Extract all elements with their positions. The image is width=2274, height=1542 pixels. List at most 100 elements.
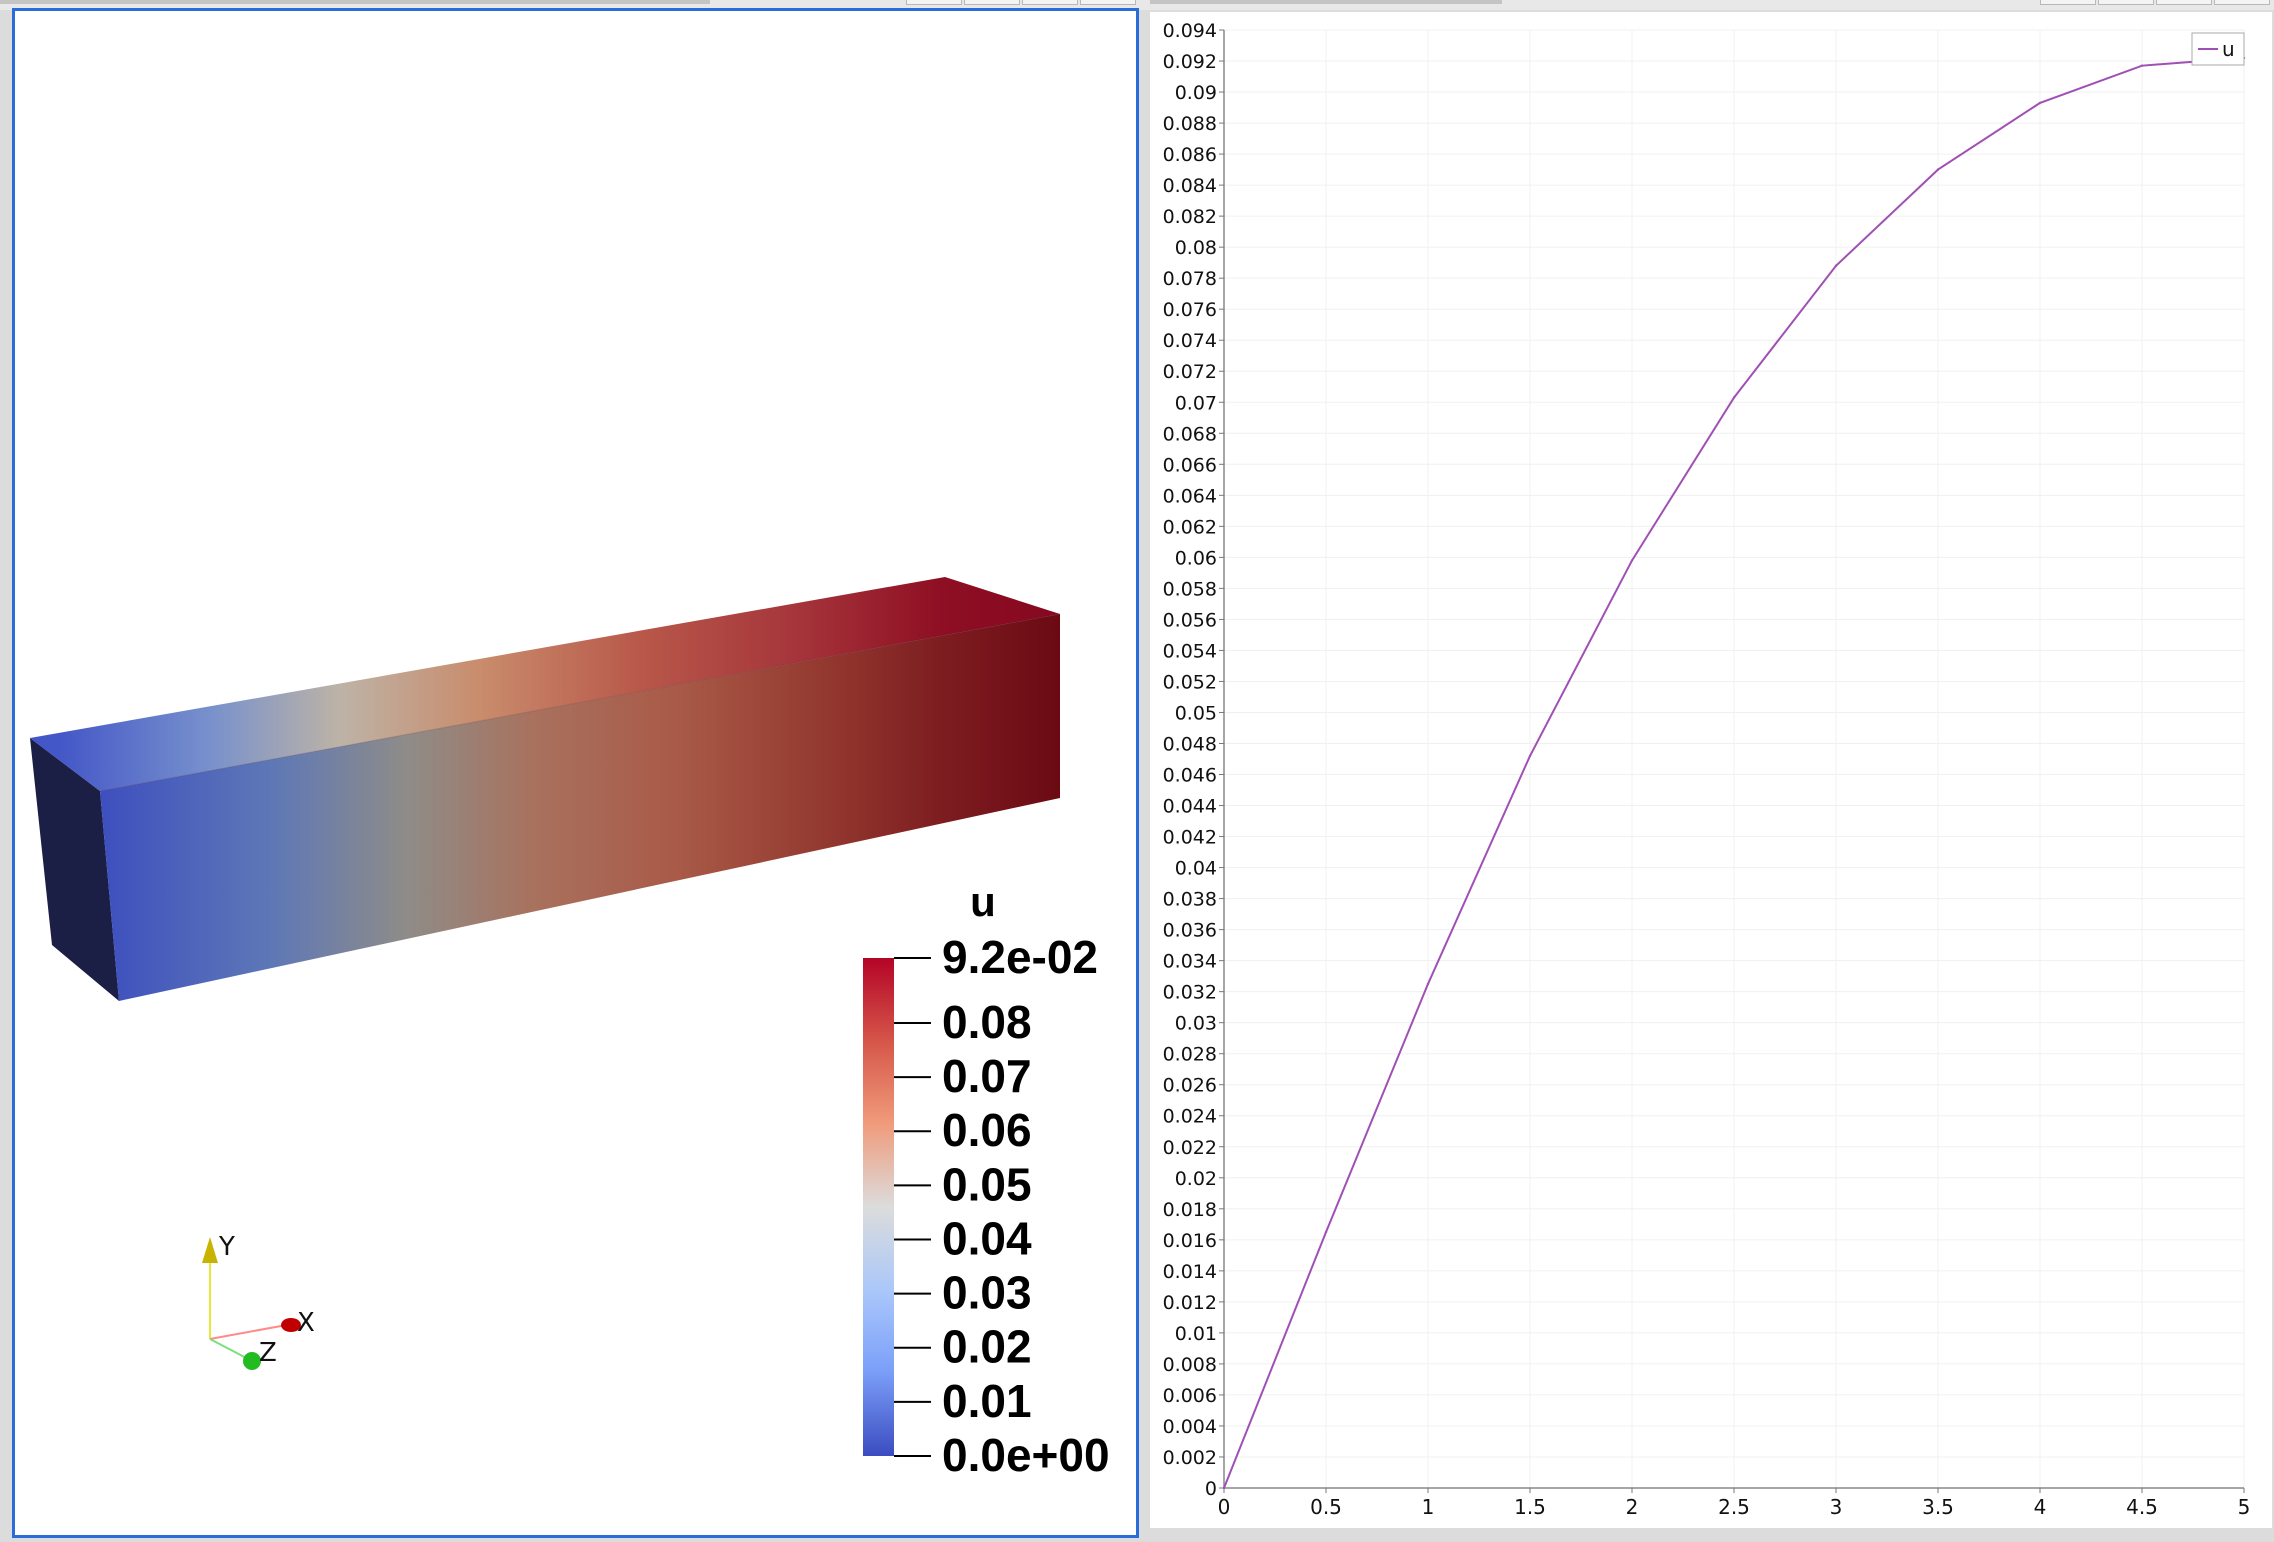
colorbar-tick-label: 0.02 [942, 1321, 1032, 1373]
data-point [1732, 396, 1736, 399]
maximize-view-button-2[interactable] [2156, 0, 2212, 5]
line-chart-canvas[interactable]: 0 0.002 0.004 0.006 0.008 0.01 0.012 0.014 0.016… [1150, 12, 2272, 1528]
y-tick-label: 0.088 [1163, 113, 1217, 135]
y-axis-ticks: 0 0.002 0.004 0.006 0.008 0.01 0.012 0.014 0.016… [1163, 20, 1224, 1500]
x-tick-label: 2.5 [1718, 1495, 1750, 1519]
y-tick-label: 0.042 [1163, 827, 1217, 849]
x-axis-ticks: 0 0.5 1 1.5 2 2.5 3 3.5 4 4.5 5 [1218, 1488, 2251, 1519]
y-tick-label: 0.034 [1163, 951, 1217, 973]
data-point [1630, 559, 1634, 562]
top-toolbar-strip [0, 0, 2274, 10]
close-view-button[interactable] [1080, 0, 1136, 5]
y-tick-label: 0.09 [1175, 82, 1217, 104]
axis-label-y: Y [218, 1232, 235, 1262]
y-tick-label: 0.016 [1163, 1230, 1217, 1252]
y-tick-label: 0 [1205, 1478, 1217, 1500]
y-tick-label: 0.082 [1163, 206, 1217, 228]
data-point [1528, 754, 1532, 758]
y-tick-label: 0.078 [1163, 268, 1217, 290]
y-tick-label: 0.032 [1163, 982, 1217, 1004]
y-tick-label: 0.024 [1163, 1106, 1217, 1128]
data-point [1936, 168, 1940, 171]
view-tab-strip-right [1150, 0, 1502, 4]
y-tick-label: 0.014 [1163, 1261, 1217, 1283]
y-tick-label: 0.058 [1163, 578, 1217, 600]
colorbar-tick-label: 0.05 [942, 1158, 1032, 1210]
split-horizontal-button-2[interactable] [2040, 0, 2096, 5]
data-point [2038, 101, 2042, 105]
y-tick-label: 0.012 [1163, 1292, 1217, 1314]
y-tick-label: 0.072 [1163, 361, 1217, 383]
y-tick-label: 0.064 [1163, 485, 1217, 507]
y-tick-label: 0.006 [1163, 1385, 1217, 1407]
y-tick-label: 0.022 [1163, 1137, 1217, 1159]
line-chart-view[interactable]: 0 0.002 0.004 0.006 0.008 0.01 0.012 0.014 0.016… [1150, 12, 2272, 1528]
chart-legend[interactable]: u [2191, 32, 2245, 66]
colorbar-tick-label: 0.07 [942, 1050, 1032, 1102]
y-tick-label: 0.068 [1163, 423, 1217, 445]
colorbar-tick-label: 0.03 [942, 1267, 1032, 1319]
data-point [1324, 1230, 1328, 1234]
y-tick-label: 0.08 [1175, 237, 1217, 259]
y-tick-label: 0.084 [1163, 175, 1217, 197]
colorbar-tick-label: 0.06 [942, 1104, 1032, 1156]
y-tick-label: 0.056 [1163, 609, 1217, 631]
orientation-axes: Y X Z [202, 1232, 315, 1370]
y-tick-label: 0.052 [1163, 671, 1217, 693]
view-tab-strip-left [0, 0, 710, 4]
y-tick-label: 0.092 [1163, 51, 1217, 73]
x-tick-label: 0.5 [1310, 1495, 1342, 1519]
maximize-view-button[interactable] [1022, 0, 1078, 5]
x-tick-label: 3.5 [1922, 1495, 1954, 1519]
colorbar-tick-label: 0.08 [942, 996, 1032, 1048]
data-point [2140, 64, 2144, 67]
y-tick-label: 0.05 [1175, 702, 1217, 724]
chart-grid [1223, 29, 2245, 1489]
x-tick-label: 5 [2238, 1495, 2251, 1519]
y-tick-label: 0.01 [1175, 1323, 1217, 1345]
colorbar-tick-label: 0.01 [942, 1375, 1032, 1427]
y-tick-label: 0.03 [1175, 1013, 1217, 1035]
x-tick-label: 1 [1422, 1495, 1435, 1519]
x-tick-label: 2 [1626, 1495, 1639, 1519]
y-tick-label: 0.002 [1163, 1447, 1217, 1469]
colorbar-tick-label: 0.0e+00 [942, 1429, 1110, 1481]
x-tick-label: 0 [1218, 1495, 1231, 1519]
split-vertical-button[interactable] [964, 0, 1020, 5]
z-axis-cone-icon [243, 1352, 261, 1370]
legend-entry-u: u [2222, 37, 2235, 61]
axis-label-x: X [297, 1308, 315, 1338]
y-tick-label: 0.046 [1163, 765, 1217, 787]
axis-label-z: Z [259, 1338, 277, 1368]
colorbar-tick-label: 9.2e-02 [942, 931, 1098, 983]
y-tick-label: 0.06 [1175, 547, 1217, 569]
split-vertical-button-2[interactable] [2098, 0, 2154, 5]
y-tick-label: 0.062 [1163, 516, 1217, 538]
y-tick-label: 0.07 [1175, 392, 1217, 414]
beam-end-face [30, 738, 119, 1001]
colorbar-tick-label: 0.04 [942, 1212, 1032, 1264]
colorbar-title: u [970, 878, 996, 925]
close-view-button-2[interactable] [2214, 0, 2270, 5]
y-tick-label: 0.076 [1163, 299, 1217, 321]
y-tick-label: 0.004 [1163, 1416, 1217, 1438]
split-horizontal-button[interactable] [906, 0, 962, 5]
render-view[interactable]: u 9.2e-02 0.08 0.07 0.06 0.05 0.04 0.03 0.02 0.0… [12, 8, 1139, 1538]
x-axis-cone-icon [281, 1318, 301, 1332]
x-tick-label: 3 [1830, 1495, 1843, 1519]
y-tick-label: 0.036 [1163, 920, 1217, 942]
colorbar-gradient [863, 958, 894, 1456]
data-point [1426, 982, 1430, 986]
render-view-canvas[interactable]: u 9.2e-020.080.070.060.050.040.030.020.0… [15, 11, 1136, 1535]
y-tick-label: 0.02 [1175, 1168, 1217, 1190]
beam-mesh [30, 577, 1061, 1001]
y-tick-label: 0.066 [1163, 454, 1217, 476]
y-tick-label: 0.048 [1163, 733, 1217, 755]
y-tick-label: 0.086 [1163, 144, 1217, 166]
y-tick-label: 0.038 [1163, 889, 1217, 911]
y-tick-label: 0.044 [1163, 796, 1217, 818]
x-tick-label: 1.5 [1514, 1495, 1546, 1519]
y-tick-label: 0.028 [1163, 1044, 1217, 1066]
y-tick-label: 0.054 [1163, 640, 1217, 662]
data-point [1834, 264, 1838, 267]
